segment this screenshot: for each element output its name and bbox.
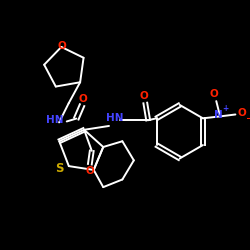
Text: +: + <box>222 104 228 113</box>
Text: HN: HN <box>106 113 124 123</box>
Text: S: S <box>55 162 64 174</box>
Text: O: O <box>58 41 67 51</box>
Text: N: N <box>214 110 222 120</box>
Text: O: O <box>78 94 87 104</box>
Text: O: O <box>238 108 246 118</box>
Text: O: O <box>139 91 148 101</box>
Text: −: − <box>245 114 250 123</box>
Text: HN: HN <box>46 116 63 126</box>
Text: O: O <box>86 166 94 176</box>
Text: O: O <box>210 90 219 100</box>
